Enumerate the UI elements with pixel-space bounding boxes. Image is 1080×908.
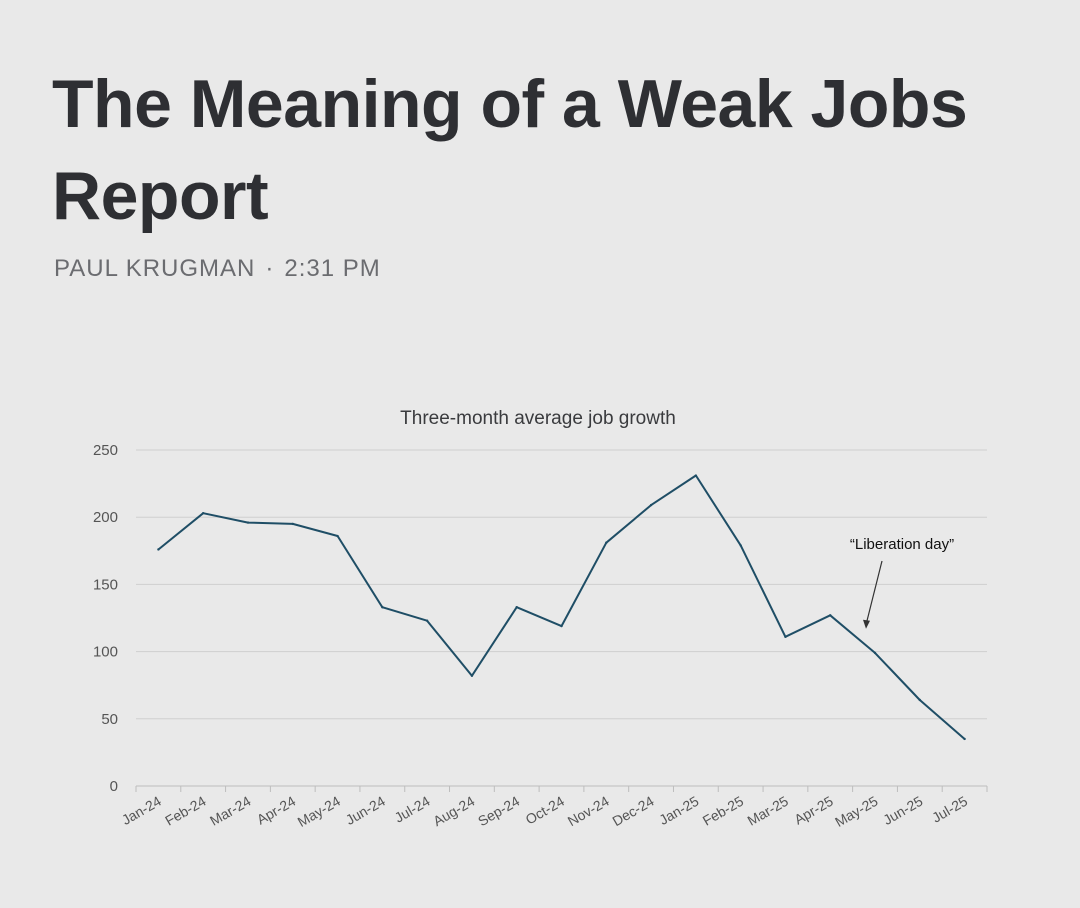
- data-point: [157, 548, 160, 551]
- data-point: [918, 698, 922, 702]
- x-tick-label: Jun-24: [343, 793, 388, 828]
- x-tick-label: Jul-24: [392, 793, 433, 826]
- series-line: [157, 474, 966, 740]
- x-tick-label: Mar-25: [745, 793, 792, 829]
- data-point: [829, 614, 832, 617]
- x-tick-label: May-25: [832, 793, 881, 830]
- x-tick-label: Oct-24: [523, 793, 568, 828]
- x-tick-label: May-24: [295, 793, 344, 830]
- data-point: [246, 521, 250, 524]
- annotation-arrow-line: [866, 560, 883, 621]
- y-tick-label: 100: [93, 644, 118, 661]
- data-point: [515, 606, 518, 609]
- annotation-arrowhead: [863, 619, 870, 629]
- x-tick-label: Mar-24: [207, 793, 254, 829]
- y-tick-label: 150: [93, 576, 118, 593]
- data-point: [201, 511, 205, 515]
- author-name[interactable]: PAUL KRUGMAN: [54, 255, 256, 282]
- data-point: [605, 541, 608, 544]
- y-axis-ticks: 0 50 100 150 200 250: [93, 442, 118, 795]
- data-point: [649, 503, 653, 507]
- x-axis: [135, 785, 988, 792]
- chart-title: Three-month average job growth: [400, 408, 676, 429]
- x-tick-label: Nov-24: [565, 793, 612, 830]
- data-point: [873, 651, 877, 655]
- y-tick-label: 200: [93, 509, 118, 526]
- byline-separator: ·: [265, 255, 275, 282]
- byline: PAUL KRUGMAN · 2:31 PM: [54, 255, 381, 283]
- x-tick-label: Aug-24: [430, 793, 477, 830]
- x-tick-label: Jan-25: [656, 793, 701, 828]
- data-point: [291, 522, 294, 526]
- data-point: [739, 544, 742, 547]
- data-point: [425, 619, 429, 622]
- y-tick-label: 250: [93, 442, 118, 459]
- publish-time: 2:31 PM: [284, 255, 381, 282]
- data-point: [470, 674, 474, 677]
- series-job-growth: [157, 474, 966, 741]
- job-growth-chart: Three-month average job growth 0 50 100 150…: [93, 408, 988, 830]
- x-tick-label: Apr-24: [254, 793, 299, 828]
- annotation-liberation-day: “Liberation day”: [850, 536, 954, 553]
- x-tick-label: Feb-25: [700, 793, 747, 829]
- x-tick-label: Sep-24: [475, 793, 522, 830]
- data-point: [784, 635, 787, 639]
- x-tick-label: Dec-24: [609, 793, 656, 830]
- y-tick-label: 0: [110, 778, 118, 795]
- gridlines: [136, 449, 987, 720]
- x-tick-label: Feb-24: [162, 793, 209, 829]
- article-title: The Meaning of a Weak Jobs Report: [52, 66, 968, 234]
- data-point: [694, 474, 698, 477]
- x-tick-label: Apr-25: [791, 793, 836, 828]
- x-tick-label: Jan-24: [119, 793, 164, 828]
- y-tick-label: 50: [101, 711, 118, 728]
- data-point: [381, 606, 384, 609]
- data-point: [963, 737, 966, 741]
- annotation-layer: “Liberation day”: [850, 536, 954, 629]
- x-tick-label: Jul-25: [929, 793, 970, 826]
- data-point: [336, 534, 339, 538]
- x-tick-label: Jun-25: [880, 793, 925, 828]
- data-point: [560, 624, 563, 628]
